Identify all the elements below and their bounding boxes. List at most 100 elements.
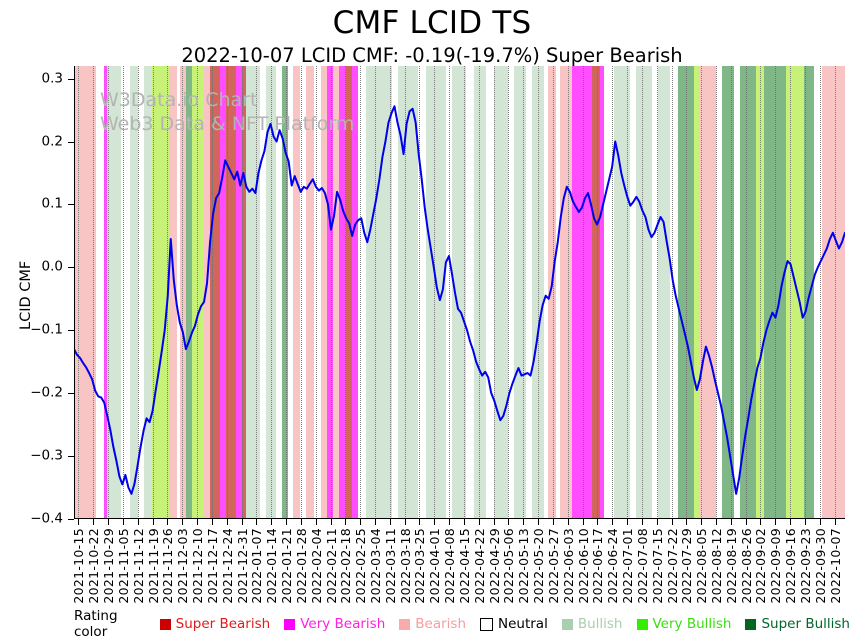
gridline (419, 66, 420, 519)
watermark-line-1: W3Data.io Chart (100, 89, 258, 111)
gridline (805, 66, 806, 519)
x-tick-mark (553, 519, 554, 525)
x-tick-label: 2022-01-07 (249, 528, 264, 604)
x-tick-mark (672, 519, 673, 525)
x-tick-mark (686, 519, 687, 525)
rating-band (548, 66, 556, 519)
rating-band (333, 66, 339, 519)
legend-label: Very Bullish (652, 616, 732, 632)
rating-band (474, 66, 486, 519)
y-tick-mark (68, 267, 74, 269)
rating-band (494, 66, 508, 519)
y-tick-label: 0.1 (41, 195, 63, 212)
y-tick-label: −0.4 (30, 510, 63, 527)
y-tick-label: −0.1 (30, 321, 63, 338)
legend-item[interactable]: Very Bearish (284, 616, 385, 632)
x-tick-label: 2022-01-21 (279, 528, 294, 604)
gridline (271, 66, 272, 519)
legend-item[interactable]: Very Bullish (636, 616, 732, 632)
rating-band (169, 66, 177, 519)
y-tick-mark (68, 330, 74, 332)
x-tick-mark (523, 519, 524, 525)
gridline (672, 66, 673, 519)
x-tick-label: 2022-05-20 (531, 528, 546, 604)
gridline (538, 66, 539, 519)
gridline (242, 66, 243, 519)
x-tick-mark (167, 519, 168, 525)
legend-swatch (636, 618, 648, 630)
y-tick-mark (68, 519, 74, 520)
gridline (360, 66, 361, 519)
x-tick-mark (390, 519, 391, 525)
cmf-line-series (74, 105, 845, 495)
x-tick-mark (568, 519, 569, 525)
gridline (701, 66, 702, 519)
gridline (153, 66, 154, 519)
x-tick-mark (746, 519, 747, 525)
gridline (760, 66, 761, 519)
x-tick-label: 2021-11-26 (160, 528, 175, 604)
x-tick-mark (153, 519, 154, 525)
x-tick-mark (331, 519, 332, 525)
legend-label: Very Bearish (300, 616, 386, 632)
x-tick-label: 2022-02-18 (338, 528, 353, 604)
gridline (686, 66, 687, 519)
x-tick-mark (227, 519, 228, 525)
rating-band (366, 66, 392, 519)
x-tick-mark (301, 519, 302, 525)
gridline (434, 66, 435, 519)
x-tick-mark (212, 519, 213, 525)
rating-band (236, 66, 242, 519)
x-tick-label: 2022-04-08 (442, 528, 457, 604)
x-tick-mark (375, 519, 376, 525)
rating-band (282, 66, 288, 519)
x-tick-mark (790, 519, 791, 525)
gridline (227, 66, 228, 519)
rating-band (186, 66, 192, 519)
x-tick-label: 2022-09-02 (753, 528, 768, 604)
rating-band (560, 66, 572, 519)
rating-band (130, 66, 138, 519)
legend-item[interactable]: Neutral (480, 616, 548, 632)
x-tick-mark (271, 519, 272, 525)
x-tick-label: 2022-09-23 (798, 528, 813, 604)
gridline (642, 66, 643, 519)
rating-band (75, 66, 96, 519)
x-tick-mark (138, 519, 139, 525)
x-tick-label: 2021-12-10 (190, 528, 205, 604)
rating-band (600, 66, 604, 519)
x-tick-mark (583, 519, 584, 525)
legend-item[interactable]: Bearish (399, 616, 466, 632)
x-tick-label: 2022-02-25 (353, 528, 368, 604)
rating-band (740, 66, 756, 519)
x-tick-mark (93, 519, 94, 525)
rating-band (180, 66, 186, 519)
watermark-line-2: Web3 Data & NFT Platform (100, 113, 355, 135)
rating-band (293, 66, 300, 519)
x-tick-mark (494, 519, 495, 525)
rating-band (582, 66, 592, 519)
y-tick-label: 0.3 (41, 69, 63, 86)
legend-item[interactable]: Bullish (561, 616, 623, 632)
x-tick-label: 2021-10-22 (86, 528, 101, 604)
gridline (508, 66, 509, 519)
x-tick-label: 2022-09-30 (813, 528, 828, 604)
rating-band (321, 66, 327, 519)
gridline (78, 66, 79, 519)
x-tick-label: 2022-06-24 (605, 528, 620, 604)
legend-swatch (399, 618, 411, 630)
x-tick-label: 2022-07-22 (665, 528, 680, 604)
gridline (464, 66, 465, 519)
rating-band (572, 66, 582, 519)
legend-item[interactable]: Super Bearish (159, 616, 270, 632)
rating-band (658, 66, 670, 519)
rating-band (107, 66, 121, 519)
x-tick-mark (123, 519, 124, 525)
legend-item[interactable]: Super Bullish (745, 616, 850, 632)
x-tick-label: 2022-03-18 (398, 528, 413, 604)
x-tick-mark (538, 519, 539, 525)
x-tick-mark (108, 519, 109, 525)
x-tick-mark (419, 519, 420, 525)
gridline (583, 66, 584, 519)
gridline (316, 66, 317, 519)
